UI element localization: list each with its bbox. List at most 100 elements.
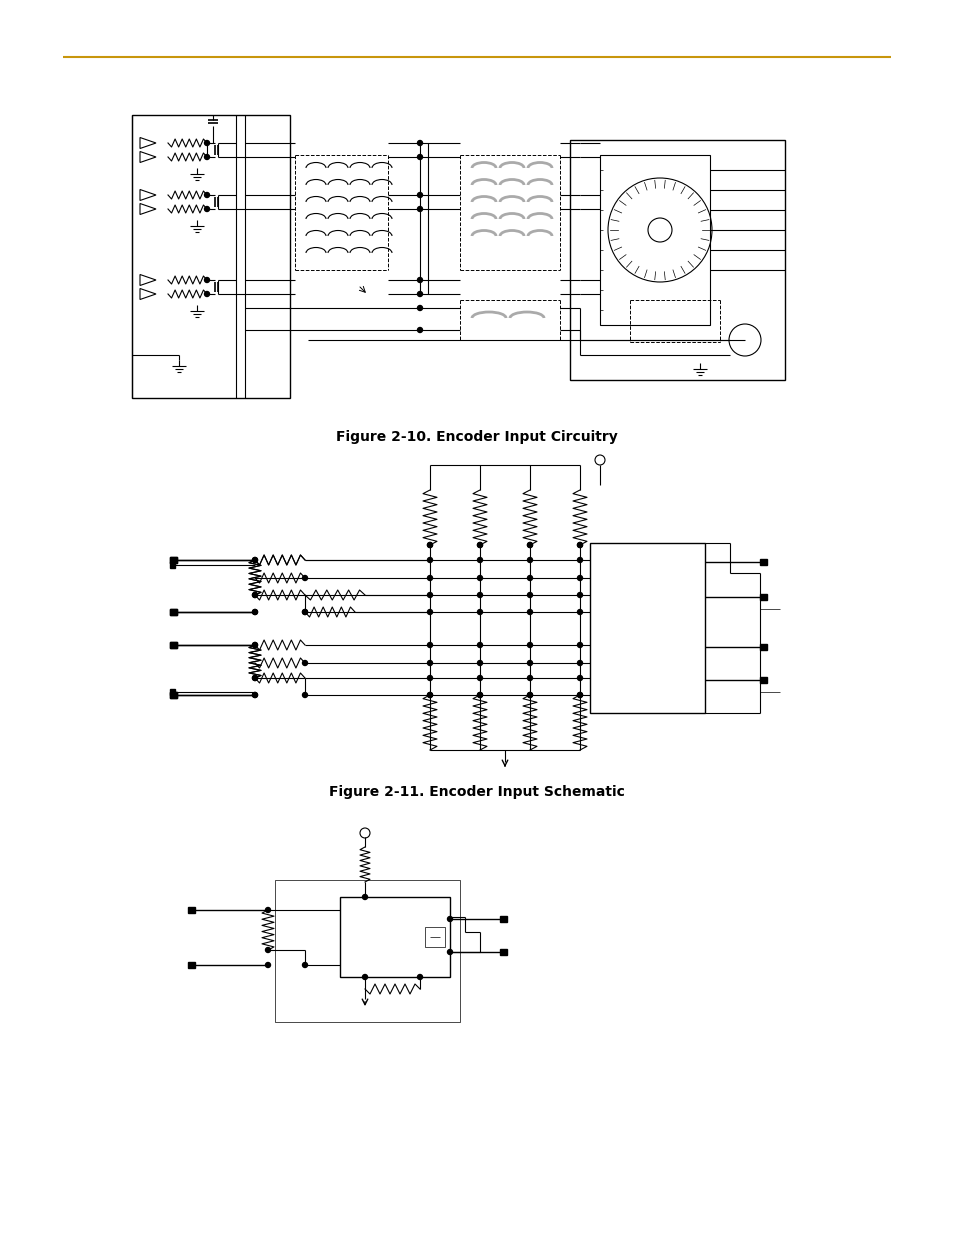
Circle shape (577, 576, 582, 580)
Circle shape (527, 542, 532, 547)
Circle shape (362, 974, 367, 979)
Circle shape (427, 693, 432, 698)
Circle shape (577, 642, 582, 647)
Circle shape (253, 693, 257, 698)
Bar (760, 677, 766, 683)
Circle shape (253, 593, 257, 598)
Circle shape (302, 661, 307, 666)
Circle shape (477, 642, 482, 647)
Circle shape (265, 947, 271, 952)
Circle shape (253, 557, 257, 562)
Circle shape (265, 962, 271, 967)
Circle shape (427, 676, 432, 680)
Circle shape (362, 894, 367, 899)
Circle shape (427, 610, 432, 615)
Circle shape (302, 693, 307, 698)
Bar (170, 642, 177, 648)
Bar (339, 897, 450, 977)
Circle shape (253, 593, 257, 598)
Bar (274, 881, 459, 1023)
Circle shape (577, 542, 582, 547)
Circle shape (417, 327, 422, 332)
Circle shape (477, 693, 482, 698)
Circle shape (577, 610, 582, 615)
Circle shape (253, 610, 257, 615)
Bar (170, 689, 174, 695)
Bar (188, 906, 194, 913)
Circle shape (427, 693, 432, 698)
Circle shape (477, 610, 482, 615)
Circle shape (204, 193, 210, 198)
Bar (170, 557, 177, 563)
Bar (170, 562, 174, 568)
Circle shape (527, 661, 532, 666)
Circle shape (577, 693, 582, 698)
Circle shape (477, 593, 482, 598)
Circle shape (527, 557, 532, 562)
Bar (499, 916, 506, 923)
Circle shape (253, 693, 257, 698)
Bar (760, 643, 766, 650)
Circle shape (253, 642, 257, 647)
Circle shape (302, 576, 307, 580)
Bar (188, 962, 194, 968)
Bar (569, 140, 784, 380)
Circle shape (417, 193, 422, 198)
Circle shape (427, 661, 432, 666)
Bar (170, 557, 177, 563)
Circle shape (417, 305, 422, 310)
Bar (170, 609, 177, 615)
Bar (170, 692, 177, 698)
Circle shape (447, 950, 452, 955)
Circle shape (477, 576, 482, 580)
Circle shape (577, 542, 582, 547)
Circle shape (427, 542, 432, 547)
Circle shape (204, 291, 210, 296)
Bar (499, 948, 506, 955)
Circle shape (302, 610, 307, 615)
Circle shape (477, 661, 482, 666)
Circle shape (577, 557, 582, 562)
Text: Figure 2-10. Encoder Input Circuitry: Figure 2-10. Encoder Input Circuitry (335, 430, 618, 445)
Circle shape (427, 576, 432, 580)
Circle shape (253, 642, 257, 647)
Circle shape (417, 141, 422, 146)
Circle shape (477, 542, 482, 547)
Bar (170, 692, 177, 698)
Circle shape (427, 557, 432, 562)
Circle shape (204, 206, 210, 211)
Circle shape (477, 693, 482, 698)
Bar (589, 543, 704, 713)
Bar (424, 927, 444, 947)
Circle shape (477, 557, 482, 562)
Circle shape (427, 642, 432, 647)
Circle shape (417, 206, 422, 211)
Circle shape (577, 676, 582, 680)
Circle shape (302, 610, 307, 615)
Circle shape (417, 154, 422, 159)
Circle shape (477, 676, 482, 680)
Circle shape (477, 542, 482, 547)
Bar (170, 642, 177, 648)
Circle shape (527, 576, 532, 580)
Circle shape (527, 542, 532, 547)
Circle shape (417, 291, 422, 296)
Circle shape (302, 962, 307, 967)
Bar (599, 156, 709, 325)
Circle shape (527, 593, 532, 598)
Circle shape (527, 610, 532, 615)
Circle shape (577, 693, 582, 698)
Circle shape (577, 661, 582, 666)
Text: Figure 2-11. Encoder Input Schematic: Figure 2-11. Encoder Input Schematic (329, 785, 624, 799)
Circle shape (527, 693, 532, 698)
Circle shape (527, 693, 532, 698)
Circle shape (427, 542, 432, 547)
Circle shape (577, 593, 582, 598)
Bar (170, 609, 177, 615)
Circle shape (253, 610, 257, 615)
Circle shape (204, 278, 210, 283)
Circle shape (204, 141, 210, 146)
Bar (760, 559, 766, 564)
Circle shape (204, 154, 210, 159)
Circle shape (427, 593, 432, 598)
